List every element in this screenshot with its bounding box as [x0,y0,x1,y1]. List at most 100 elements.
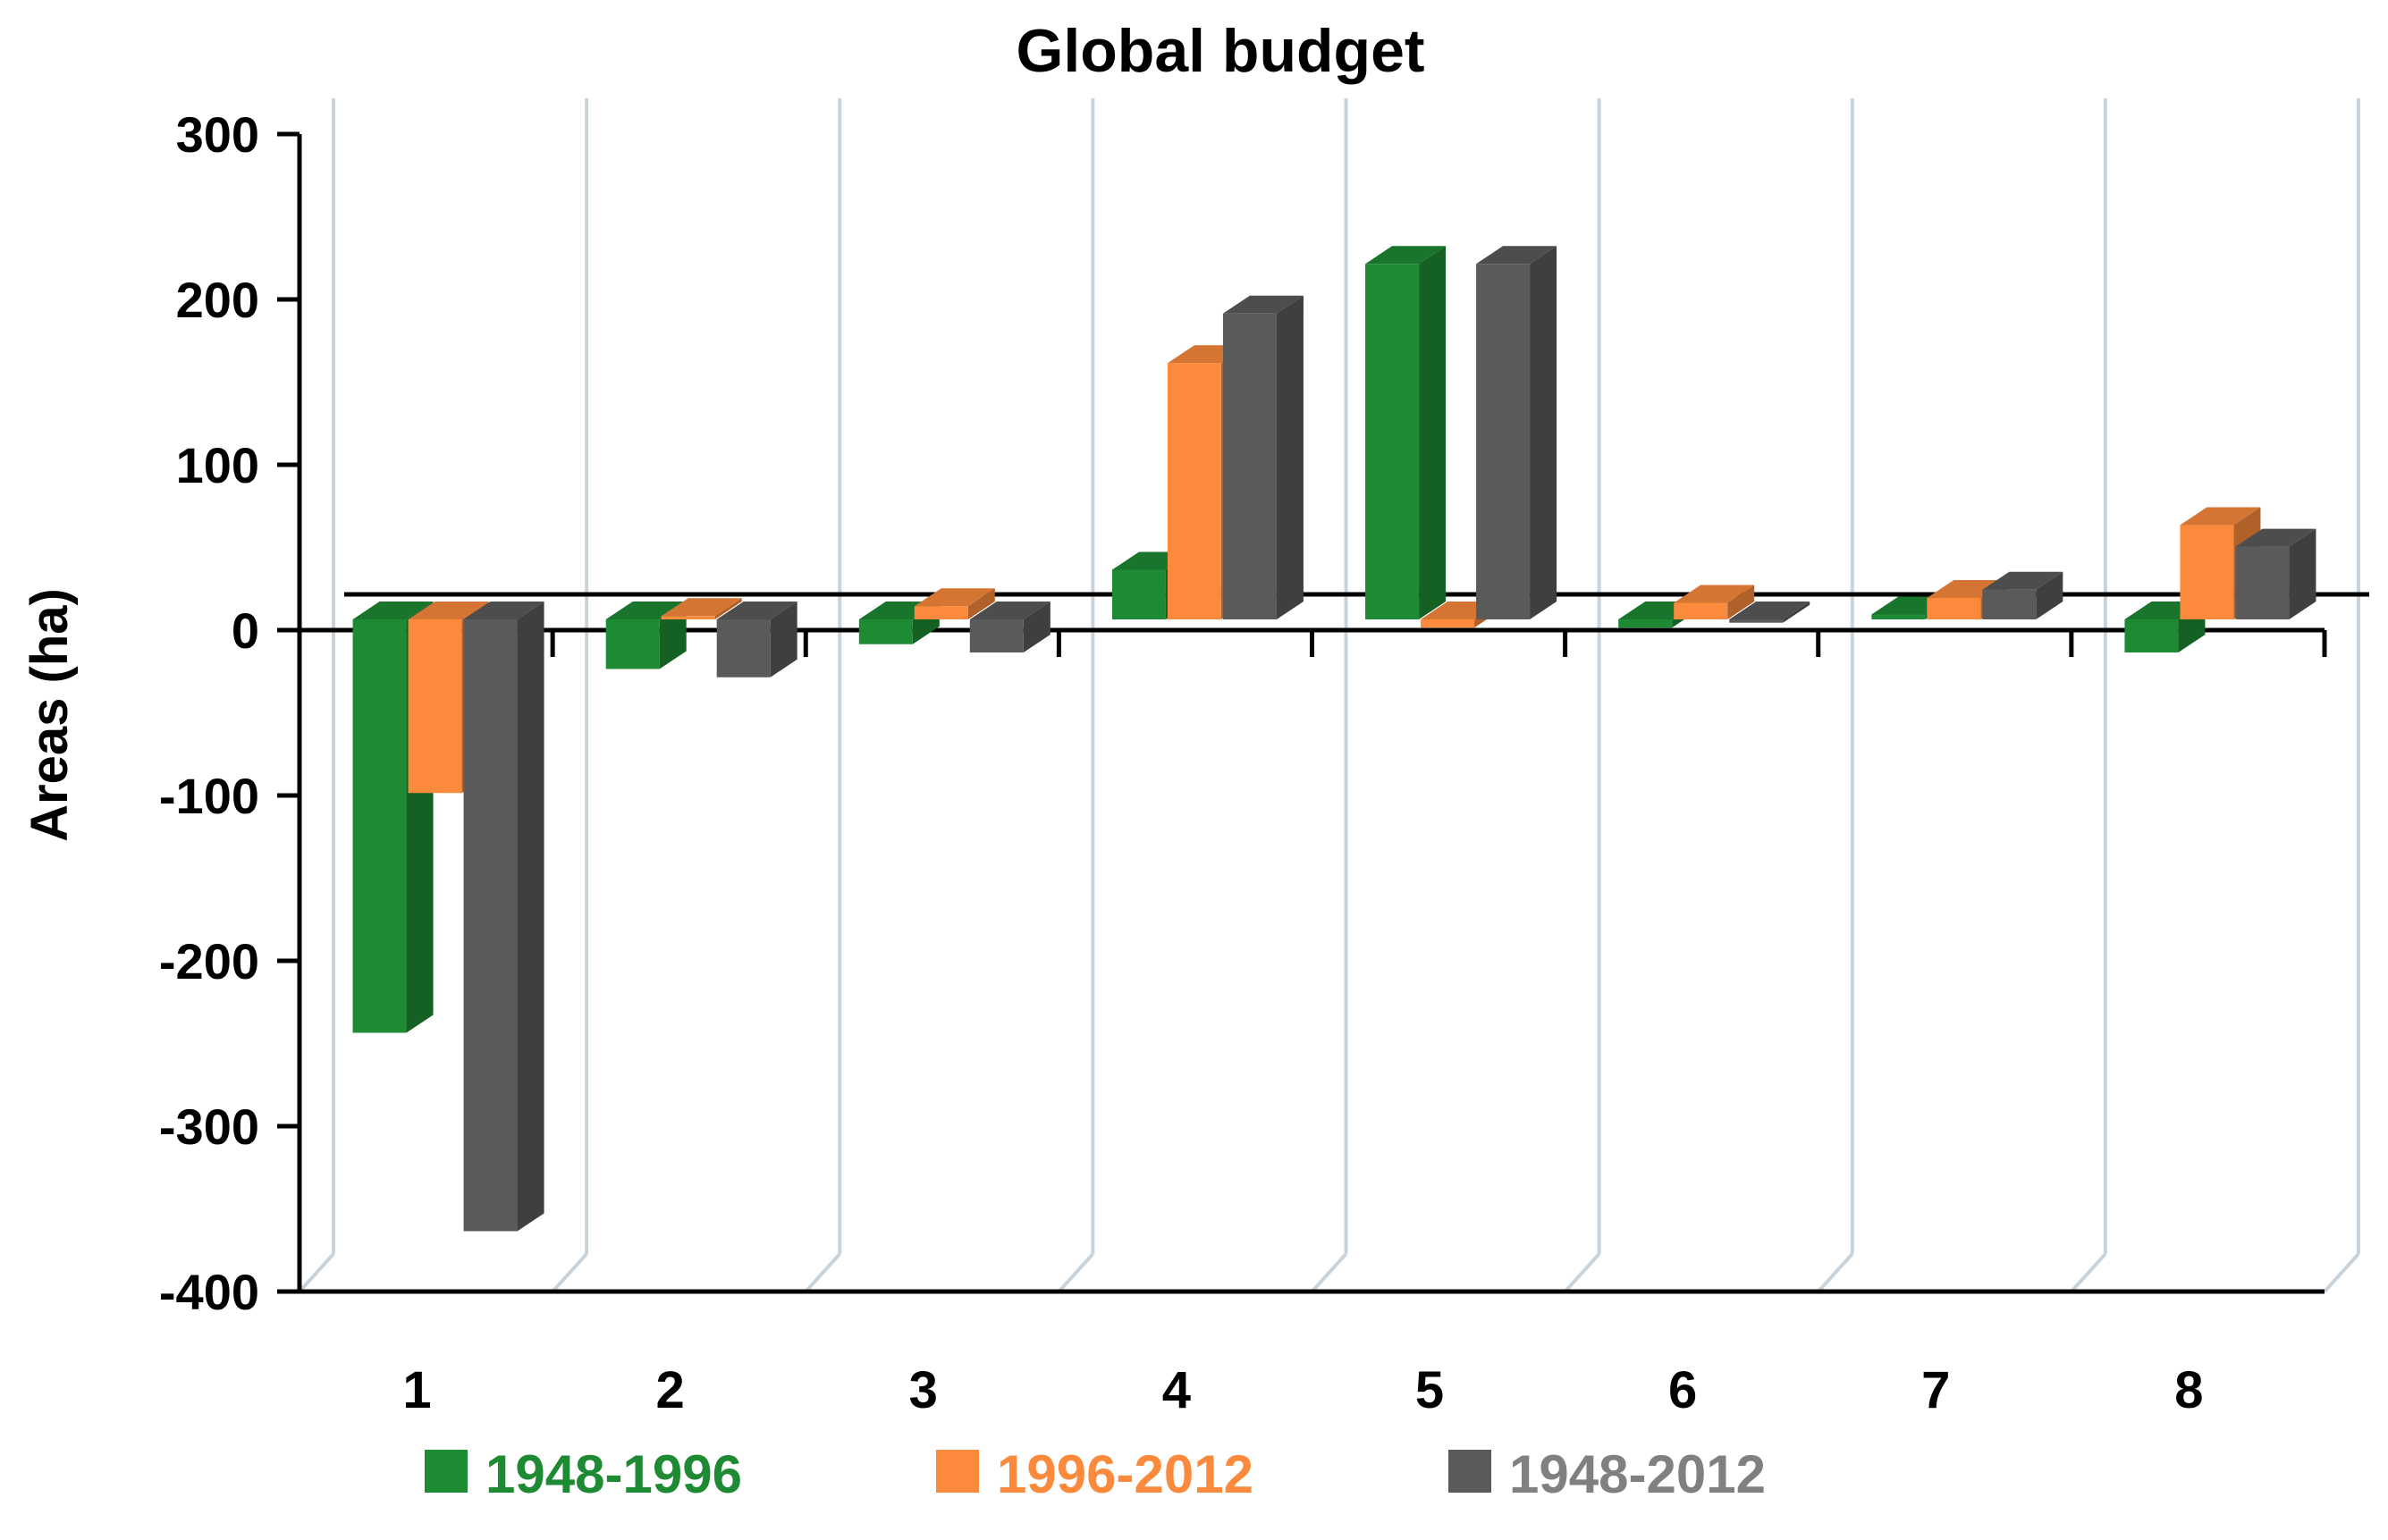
bar-side [770,602,797,677]
bar [463,602,544,1232]
y-tick-label: 0 [232,602,259,659]
bar-side [2036,571,2063,619]
bar-side [1419,246,1447,619]
bar-side [1276,295,1304,619]
legend-swatch [1448,1450,1491,1493]
bar-side [1783,602,1810,623]
y-tick-labels: 300 200 100 0 -100 -200 -300 -400 [159,106,259,1320]
bar-top [1674,585,1755,603]
bar-top [463,602,544,619]
y-tick-label: -100 [159,768,259,824]
y-tick-label: -300 [159,1098,259,1155]
y-axis-label: Areas (ha) [21,588,79,842]
y-tick-label: 100 [176,437,259,493]
bar-top [914,588,995,607]
bar [716,602,797,677]
bar-front [858,619,913,644]
x-tick-label: 5 [1415,1361,1444,1419]
bar-front [1365,264,1420,619]
bar-top [1365,246,1447,265]
bar-side [714,598,742,619]
bars [352,246,2316,1232]
x-tick-labels: 1 2 3 4 5 6 7 8 [402,1361,2203,1419]
bar-top [969,602,1051,619]
bar [1222,295,1304,619]
floor-gridline [1311,1252,1347,1293]
x-tick-label: 3 [909,1361,938,1419]
bar-front [1618,619,1673,628]
bar-side [1530,246,1557,619]
legend-item: 1948-1996 [425,1444,742,1504]
chart-title: Global budget [1016,17,1424,85]
bar-front [605,619,660,669]
bar-front [2180,525,2234,619]
gridlines [298,98,2360,1293]
floor-gridline [551,1252,588,1293]
bar [2235,528,2316,619]
bar-top [408,602,489,619]
bar-front [1421,619,1475,628]
bar-side [1727,585,1755,619]
bar [1476,246,1557,619]
floor-gridline [2323,1252,2360,1293]
bar-front [661,616,715,619]
floor-gridline [2070,1252,2107,1293]
floor-gridline [298,1252,335,1293]
legend-label: 1948-2012 [1509,1444,1766,1504]
bar-top [1222,295,1304,314]
x-tick-label: 6 [1668,1361,1697,1419]
bar-top [2180,507,2261,526]
y-tick-label: -200 [159,933,259,989]
floor-gridline [804,1252,841,1293]
axes [277,131,2369,1294]
bar-side [517,602,544,1232]
x-tick-label: 8 [2174,1361,2203,1419]
bar [1982,571,2063,619]
bar-front [408,619,462,794]
bar-side [2289,528,2316,619]
bar-top [1476,246,1557,265]
floor-gridline [1817,1252,1854,1293]
bar-front [1167,363,1221,619]
bar-front [2124,619,2179,652]
legend-label: 1996-2012 [997,1444,1253,1504]
bar-front [1674,602,1728,619]
bar-top [2235,528,2316,547]
bar-front [463,619,518,1232]
bar-top [716,602,797,619]
bar-side [1023,602,1051,652]
bar-front [1476,264,1531,619]
y-tick-label: 200 [176,272,259,328]
bar-top [352,602,434,619]
y-tick-label: -400 [159,1264,259,1320]
bar-side [967,588,995,619]
bar [969,602,1051,652]
bar-top [661,598,742,617]
bar [661,598,742,619]
legend-label: 1948-1996 [485,1444,742,1504]
bar [1365,246,1447,619]
x-tick-label: 4 [1162,1361,1191,1419]
x-tick-label: 1 [402,1361,431,1419]
y-tick-label: 300 [176,106,259,163]
legend-swatch [936,1450,979,1493]
bar-front [1871,614,1926,619]
legend-item: 1996-2012 [936,1444,1253,1504]
bar-front [716,619,771,677]
x-tick-label: 7 [1921,1361,1950,1419]
legend: 1948-1996 1996-2012 1948-2012 [425,1444,1766,1504]
floor-gridline [1057,1252,1094,1293]
bar-front [2235,546,2290,619]
bar-top [1982,571,2063,590]
bar-front [1729,619,1784,623]
bar [1674,585,1755,619]
bar [914,588,995,619]
bar-front [352,619,407,1033]
bar-front [1222,313,1277,619]
legend-item: 1948-2012 [1448,1444,1766,1504]
bar [1729,602,1810,623]
bar-front [1982,589,2037,619]
bar-front [969,619,1024,652]
legend-swatch [425,1450,468,1493]
